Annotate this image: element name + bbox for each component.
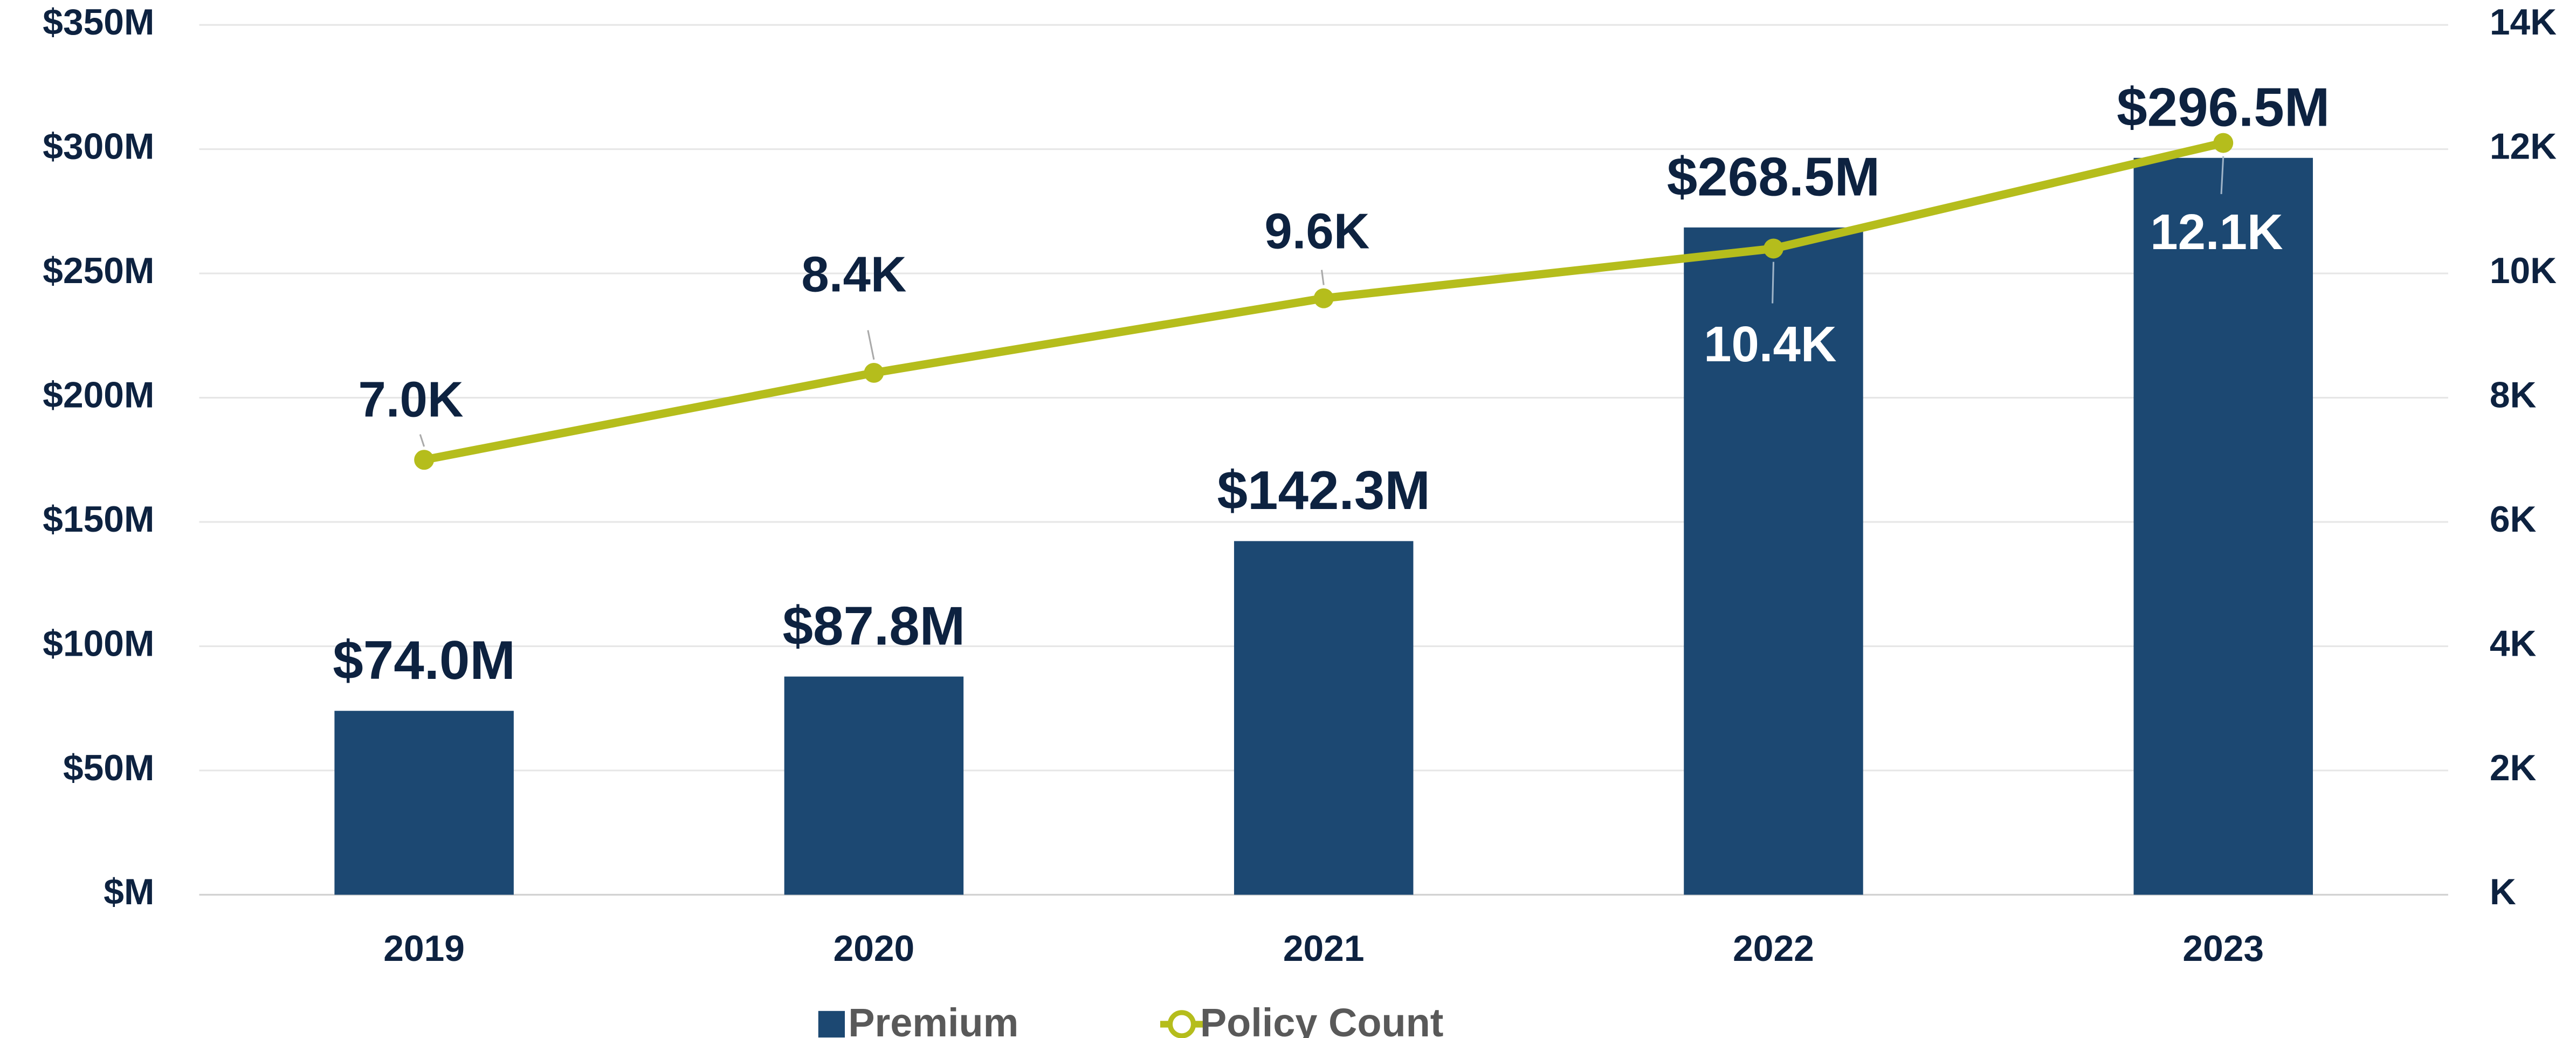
x-tick-label: 2021 [1283,929,1365,969]
y2-tick-label: 6K [2490,499,2537,540]
y-tick-label: $250M [43,251,154,291]
bar-value-label: $268.5M [1667,146,1880,207]
bar [2133,157,2313,895]
legend-swatch [818,1010,845,1038]
line-value-label: 8.4K [801,246,906,302]
legend-swatch [1167,1010,1196,1038]
y-tick-label: $M [104,872,154,912]
line-point [414,450,435,470]
y2-tick-label: 12K [2490,127,2557,167]
bar [1234,541,1414,895]
y2-tick-label: 14K [2490,2,2557,43]
y2-tick-label: 2K [2490,748,2537,788]
bar-value-label: $87.8M [783,595,966,656]
bar [334,711,514,895]
leader-line [1320,270,1325,285]
bar-value-label: $296.5M [2117,76,2330,138]
line-value-label: 10.4K [1704,316,1836,372]
bar [784,676,964,895]
y2-tick-label: K [2490,872,2516,912]
line-point [1313,288,1334,308]
x-tick-label: 2020 [834,929,915,969]
y2-tick-label: 10K [2490,251,2557,291]
leader-line [1772,262,1775,304]
y-tick-label: $150M [43,499,154,540]
y2-tick-label: 8K [2490,375,2537,415]
line-point [2213,133,2234,153]
line-value-label: 12.1K [2150,204,2283,260]
line-value-label: 7.0K [358,371,463,427]
y-tick-label: $350M [43,2,154,43]
line-point [864,362,884,383]
y-tick-label: $200M [43,375,154,415]
line-point [1763,238,1783,259]
x-tick-label: 2019 [383,929,465,969]
bar [1684,227,1863,895]
y2-tick-label: 4K [2490,623,2537,664]
x-tick-label: 2022 [1733,929,1814,969]
legend-label: Premium [848,1000,1018,1038]
y-tick-label: $50M [63,748,154,788]
y-tick-label: $300M [43,127,154,167]
bar-value-label: $142.3M [1217,459,1430,521]
leader-line [867,330,875,360]
y-tick-label: $100M [43,623,154,664]
bar-value-label: $74.0M [333,629,515,691]
x-tick-label: 2023 [2182,929,2264,969]
leader-line [2220,156,2224,195]
leader-line [419,434,425,447]
legend-label: Policy Count [1200,1000,1443,1038]
line-value-label: 9.6K [1264,203,1369,259]
